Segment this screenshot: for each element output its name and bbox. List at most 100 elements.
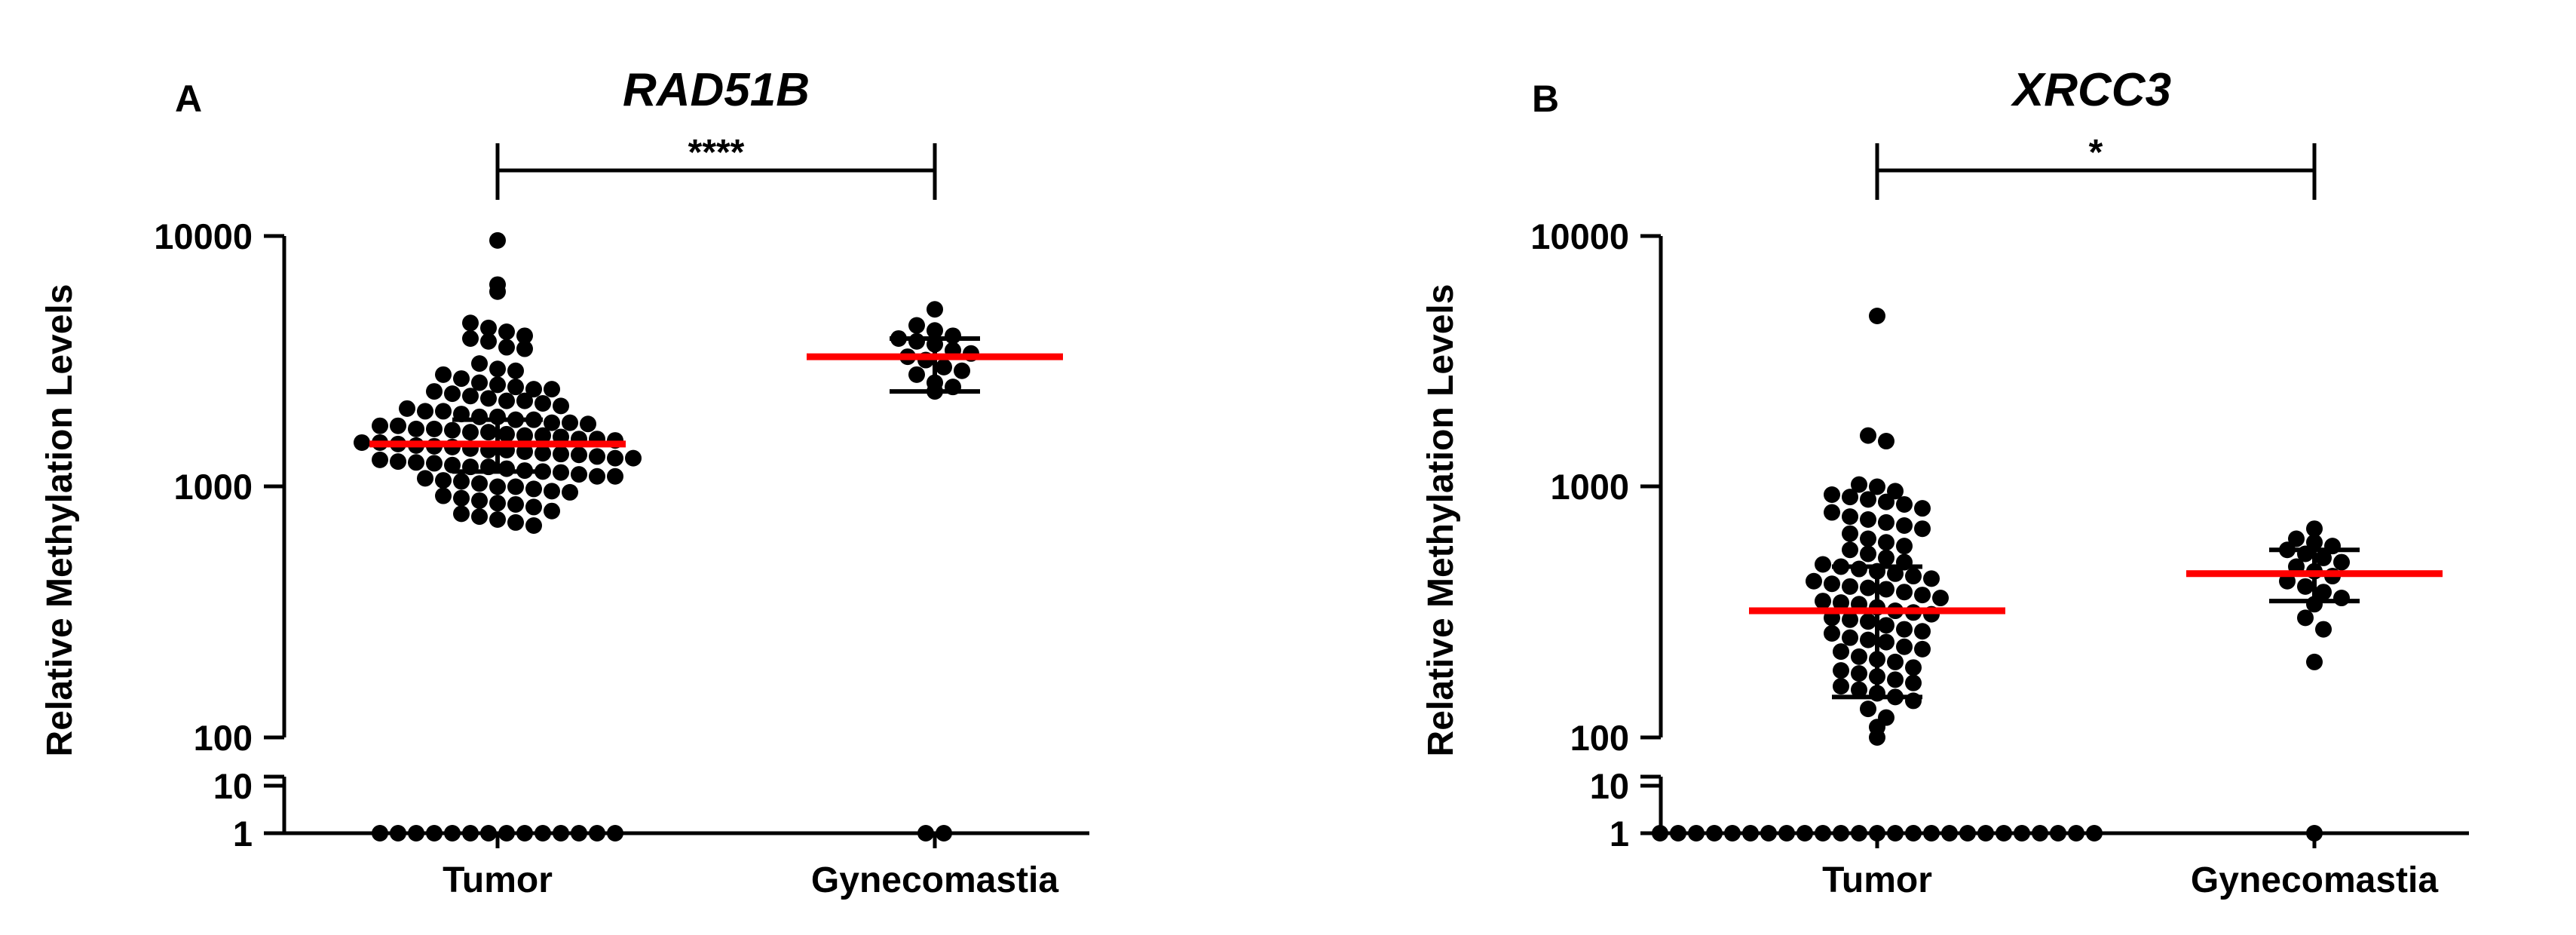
panel-a-point-tumor [544,381,560,398]
panel-a-point-tumor [489,360,506,378]
panel-b-point-tumor [1796,825,1813,842]
panel-b-point-tumor [1670,825,1686,842]
panel-a-point-tumor [462,330,479,347]
panel-a-point-tumor [544,502,560,520]
panel-b-point-tumor [1806,572,1822,590]
panel-b-point-tumor [1860,579,1876,596]
panel-a-point-tumor [498,323,515,340]
panel-a-point-tumor [399,400,415,417]
panel-b-point-tumor [1860,700,1876,718]
panel-a-point-tumor [489,478,506,495]
panel-b-point-tumor [1932,590,1949,607]
panel-a-point-tumor [480,424,497,441]
panel-b-point-gynecomastia [2315,584,2332,601]
panel-b-point-tumor [1878,433,1894,450]
panel-b-point-tumor [1914,500,1931,517]
panel-a-point-tumor [354,434,370,451]
panel-b-y-tick-label-1: 1 [1610,814,1629,854]
panel-b-point-tumor [1923,825,1940,842]
panel-b-point-tumor [1851,648,1867,665]
panel-b-y-tick-label-1000: 1000 [1550,467,1629,507]
panel-a-point-tumor [444,825,461,842]
panel-b-point-tumor [1896,584,1913,601]
panel-b-point-tumor [1851,560,1867,578]
panel-a-point-tumor [507,379,524,396]
panel-a-point-tumor [607,468,623,485]
panel-a-point-tumor [562,483,578,501]
panel-b-point-tumor [1860,530,1876,547]
panel-a-point-tumor [589,448,605,465]
panel-a-point-tumor [489,510,506,528]
panel-a-point-tumor [553,397,569,415]
panel-b-point-tumor [1833,643,1849,661]
panel-a-point-tumor [580,415,596,433]
panel-b-point-tumor [1878,513,1894,531]
panel-a-point-tumor [516,443,533,460]
panel-a-point-gynecomastia [917,825,934,842]
panel-a-point-tumor [426,420,443,437]
panel-a-point-tumor [471,374,488,391]
panel-b-point-tumor [1815,825,1831,842]
panel-a-point-tumor [625,449,642,467]
panel-b-point-tumor [1914,520,1931,538]
panel-a-point-tumor [498,392,515,409]
panel-b-point-tumor [1833,662,1849,679]
panel-a-point-tumor [408,825,424,842]
panel-a-point-tumor [426,455,443,472]
panel-b-point-tumor [1878,633,1894,651]
panel-b-point-tumor [1869,478,1885,495]
panel-a-point-tumor [444,456,461,474]
panel-b-point-tumor [1815,556,1831,573]
panel-a-point-gynecomastia [927,322,943,339]
panel-b-point-tumor [1760,825,1777,842]
panel-a-point-tumor [471,475,488,492]
panel-a-point-tumor [390,453,406,471]
panel-a-point-tumor [435,403,452,420]
panel-b-point-tumor [1833,825,1849,842]
panel-a-point-tumor [372,451,388,468]
panel-b-point-tumor [1742,825,1759,842]
panel-b-point-tumor [1706,825,1723,842]
panel-b-point-tumor [1842,489,1858,506]
panel-b-point-tumor [1652,825,1668,842]
panel-a-point-tumor [498,460,515,477]
panel-b-point-tumor [1905,825,1922,842]
panel-a-point-tumor [571,446,587,464]
panel-a-point-tumor [507,478,524,495]
panel-b-point-tumor [1878,581,1894,598]
panel-a-point-tumor [525,381,542,398]
panel-b-point-tumor [1860,510,1876,528]
panel-a-point-tumor [462,388,479,405]
panel-b-point-tumor [1887,825,1904,842]
panel-a-point-tumor [480,390,497,407]
panel-a-y-axis-label: Relative Methylation Levels [40,284,80,757]
panel-a-point-tumor [516,340,533,357]
panel-b-point-tumor [1896,495,1913,513]
panel-b-point-tumor [1842,611,1858,628]
panel-b-point-tumor [1869,729,1885,746]
panel-a-point-tumor [607,449,623,467]
panel-b-point-gynecomastia [2297,578,2314,595]
panel-b-point-tumor [1923,570,1940,587]
panel-a-point-gynecomastia [908,317,925,334]
panel-a-point-tumor [516,392,533,409]
panel-b-point-tumor [1896,538,1913,555]
panel-a-point-tumor [507,495,524,513]
panel-b-point-tumor [1824,486,1840,503]
panel-b-point-tumor [1896,517,1913,535]
panel-a: A RAD51B Relative Methylation Levels 100… [40,64,1089,900]
panel-a-point-tumor [390,417,406,434]
panel-a-point-gynecomastia [954,362,970,379]
panel-b-point-tumor [1887,671,1904,688]
panel-a-point-tumor [426,383,443,400]
panel-b-point-gynecomastia [2306,653,2323,670]
panel-a-point-tumor [489,376,506,394]
panel-a-point-tumor [408,420,424,437]
panel-a-point-tumor [426,825,443,842]
panel-a-point-tumor [498,339,515,356]
panel-a-point-tumor [480,333,497,350]
panel-a-point-gynecomastia [908,333,925,350]
panel-b-point-tumor [2068,825,2084,842]
panel-a-point-tumor [489,231,506,249]
